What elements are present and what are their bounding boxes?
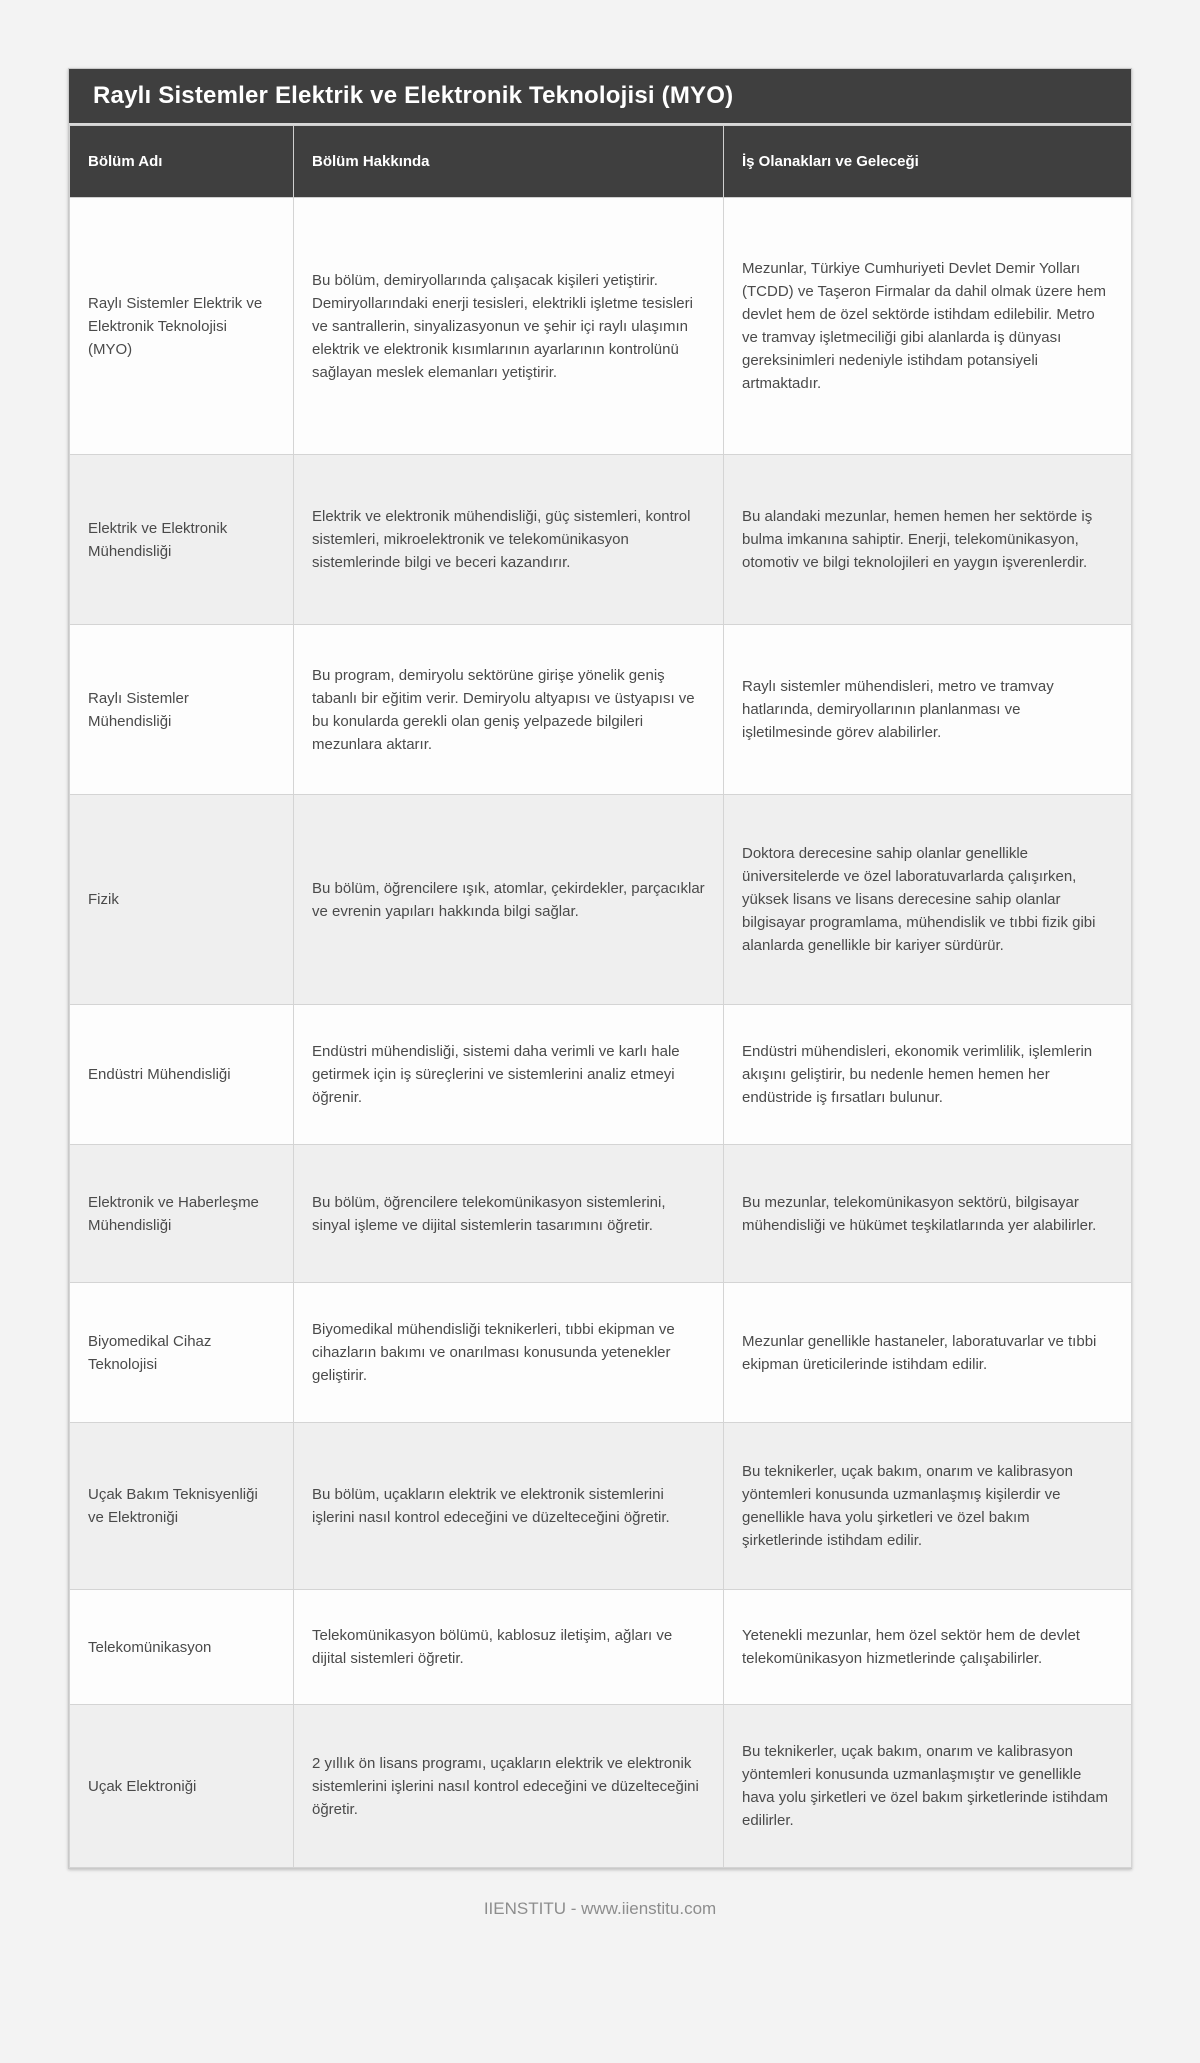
department-name-cell: Uçak Bakım Teknisyenliği ve Elektroniği bbox=[69, 1422, 294, 1590]
table-row: Telekomünikasyon Telekomünikasyon bölümü… bbox=[69, 1589, 1132, 1705]
jobs-cell: Bu alandaki mezunlar, hemen hemen her se… bbox=[723, 454, 1132, 625]
department-name-cell: Raylı Sistemler Elektrik ve Elektronik T… bbox=[69, 197, 294, 455]
department-name-cell: Biyomedikal Cihaz Teknolojisi bbox=[69, 1282, 294, 1423]
about-cell: Telekomünikasyon bölümü, kablosuz iletiş… bbox=[293, 1589, 724, 1705]
table-row: Uçak Bakım Teknisyenliği ve Elektroniği … bbox=[69, 1422, 1132, 1590]
table-row: Biyomedikal Cihaz Teknolojisi Biyomedika… bbox=[69, 1282, 1132, 1423]
jobs-cell: Bu teknikerler, uçak bakım, onarım ve ka… bbox=[723, 1422, 1132, 1590]
page-title: Raylı Sistemler Elektrik ve Elektronik T… bbox=[69, 69, 1131, 125]
about-cell: Bu program, demiryolu sektörüne girişe y… bbox=[293, 624, 724, 795]
column-header-about: Bölüm Hakkında bbox=[293, 125, 724, 198]
about-cell: 2 yıllık ön lisans programı, uçakların e… bbox=[293, 1704, 724, 1868]
about-cell: Elektrik ve elektronik mühendisliği, güç… bbox=[293, 454, 724, 625]
department-table-card: Raylı Sistemler Elektrik ve Elektronik T… bbox=[68, 68, 1132, 1869]
table-row: Uçak Elektroniği 2 yıllık ön lisans prog… bbox=[69, 1704, 1132, 1868]
department-name-cell: Endüstri Mühendisliği bbox=[69, 1004, 294, 1145]
departments-table: Bölüm Adı Bölüm Hakkında İş Olanakları v… bbox=[69, 125, 1132, 1868]
jobs-cell: Endüstri mühendisleri, ekonomik verimlil… bbox=[723, 1004, 1132, 1145]
jobs-cell: Bu mezunlar, telekomünikasyon sektörü, b… bbox=[723, 1144, 1132, 1283]
about-cell: Bu bölüm, öğrencilere ışık, atomlar, çek… bbox=[293, 794, 724, 1005]
table-row: Elektronik ve Haberleşme Mühendisliği Bu… bbox=[69, 1144, 1132, 1283]
jobs-cell: Raylı sistemler mühendisleri, metro ve t… bbox=[723, 624, 1132, 795]
table-row: Elektrik ve Elektronik Mühendisliği Elek… bbox=[69, 454, 1132, 625]
table-row: Raylı Sistemler Mühendisliği Bu program,… bbox=[69, 624, 1132, 795]
jobs-cell: Mezunlar, Türkiye Cumhuriyeti Devlet Dem… bbox=[723, 197, 1132, 455]
table-row: Raylı Sistemler Elektrik ve Elektronik T… bbox=[69, 197, 1132, 455]
jobs-cell: Yetenekli mezunlar, hem özel sektör hem … bbox=[723, 1589, 1132, 1705]
department-name-cell: Uçak Elektroniği bbox=[69, 1704, 294, 1868]
about-cell: Biyomedikal mühendisliği teknikerleri, t… bbox=[293, 1282, 724, 1423]
department-name-cell: Elektronik ve Haberleşme Mühendisliği bbox=[69, 1144, 294, 1283]
jobs-cell: Mezunlar genellikle hastaneler, laboratu… bbox=[723, 1282, 1132, 1423]
department-name-cell: Telekomünikasyon bbox=[69, 1589, 294, 1705]
about-cell: Bu bölüm, demiryollarında çalışacak kişi… bbox=[293, 197, 724, 455]
table-row: Fizik Bu bölüm, öğrencilere ışık, atomla… bbox=[69, 794, 1132, 1005]
table-row: Endüstri Mühendisliği Endüstri mühendisl… bbox=[69, 1004, 1132, 1145]
about-cell: Bu bölüm, öğrencilere telekomünikasyon s… bbox=[293, 1144, 724, 1283]
table-body: Raylı Sistemler Elektrik ve Elektronik T… bbox=[69, 197, 1132, 1868]
column-header-jobs-future: İş Olanakları ve Geleceği bbox=[723, 125, 1132, 198]
department-name-cell: Fizik bbox=[69, 794, 294, 1005]
jobs-cell: Bu teknikerler, uçak bakım, onarım ve ka… bbox=[723, 1704, 1132, 1868]
about-cell: Endüstri mühendisliği, sistemi daha veri… bbox=[293, 1004, 724, 1145]
about-cell: Bu bölüm, uçakların elektrik ve elektron… bbox=[293, 1422, 724, 1590]
department-name-cell: Elektrik ve Elektronik Mühendisliği bbox=[69, 454, 294, 625]
table-header-row: Bölüm Adı Bölüm Hakkında İş Olanakları v… bbox=[69, 125, 1132, 198]
column-header-department-name: Bölüm Adı bbox=[69, 125, 294, 198]
department-name-cell: Raylı Sistemler Mühendisliği bbox=[69, 624, 294, 795]
site-footer: IIENSTITU - www.iienstitu.com bbox=[483, 1899, 717, 1918]
jobs-cell: Doktora derecesine sahip olanlar genelli… bbox=[723, 794, 1132, 1005]
